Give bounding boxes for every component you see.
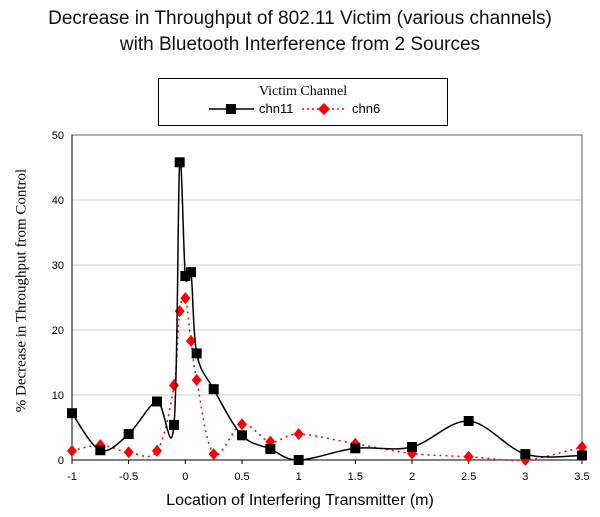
data-point-chn6 [180,292,191,305]
x-tick-label: -0.5 [119,471,138,483]
data-point-chn6 [186,335,196,348]
data-point-chn6 [237,418,247,431]
x-tick-label: -1 [67,471,77,483]
data-point-chn6 [169,379,179,392]
series-line-chn11 [71,158,583,461]
x-tick-label: 0.5 [234,471,249,483]
legend-label-chn11: chn11 [259,101,293,116]
data-point-chn6 [174,305,185,318]
y-tick-label: 20 [52,325,64,337]
data-point-chn11 [152,396,162,407]
data-point-chn11 [407,442,417,452]
x-tick-label: 3 [522,471,528,483]
data-point-chn6 [67,444,77,457]
y-tick-label: 30 [52,260,64,272]
x-tick-label: 1 [296,471,302,483]
data-point-chn11 [191,348,202,359]
data-point-chn6 [577,441,587,453]
data-point-chn11 [265,443,276,454]
chart-title-line1: Decrease in Throughput of 802.11 Victim … [48,8,552,29]
data-point-chn11 [186,267,196,278]
data-point-chn11 [237,430,247,441]
data-point-chn11 [520,449,531,460]
legend-title: Victim Channel [258,84,348,99]
x-tick-label: 0 [182,471,188,483]
data-point-chn11 [123,429,134,439]
data-point-chn11 [169,419,179,430]
y-tick-label: 50 [52,130,64,142]
data-point-chn6 [293,428,304,440]
y-tick-label: 0 [58,455,64,467]
series-line-chn6 [71,295,583,462]
data-point-chn6 [463,450,474,463]
legend-items: chn11 chn6 [209,101,380,116]
x-axis-label: Location of Interfering Transmitter (m) [166,492,434,509]
data-point-chn11 [463,416,474,426]
data-point-chn6 [152,444,162,457]
y-tick-label: 40 [52,195,64,207]
data-point-chn11 [95,445,106,456]
legend-marker-chn6 [318,103,330,115]
x-tick-label: 1.5 [348,471,363,483]
x-tick-label: 3.5 [574,471,589,483]
data-point-chn11 [208,384,219,395]
legend: Victim Channel chn11 chn6 [158,78,448,126]
data-point-chn11 [180,271,191,282]
data-point-chn6 [191,374,202,387]
legend-label-chn6: chn6 [352,101,380,116]
plot-border [71,134,583,461]
y-axis-label: % Decrease in Throughput from Control [13,168,30,413]
data-point-chn6 [208,448,219,461]
x-tick-label: 2.5 [461,471,476,483]
data-point-chn11 [174,157,185,168]
data-point-chn6 [123,446,134,459]
legend-marker-chn11 [226,104,236,114]
data-point-chn11 [577,450,587,461]
data-point-chn11 [67,408,77,419]
chart-title-line2: with Bluetooth Interference from 2 Sourc… [119,34,481,55]
x-tick-label: 2 [409,471,415,483]
data-point-chn11 [350,443,361,454]
data-point-chn11 [293,455,304,465]
y-tick-label: 10 [52,390,64,402]
